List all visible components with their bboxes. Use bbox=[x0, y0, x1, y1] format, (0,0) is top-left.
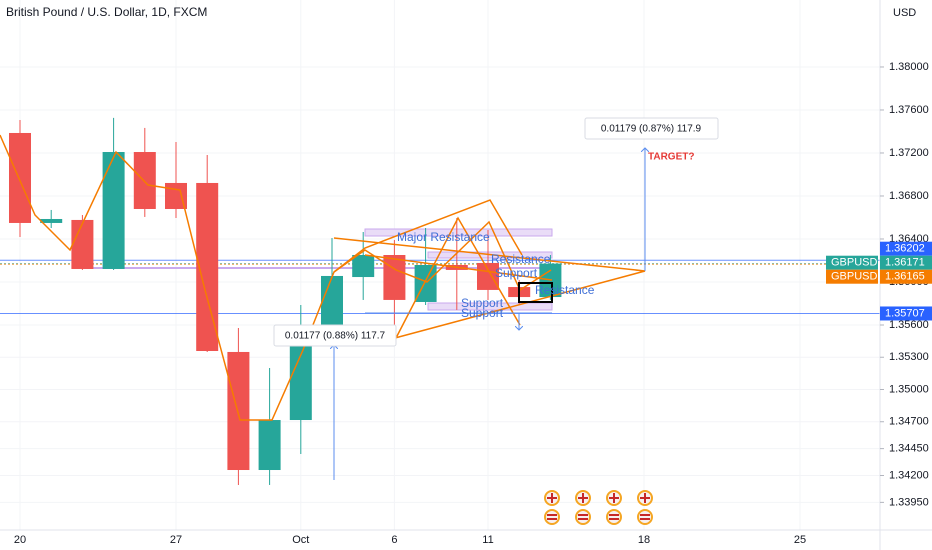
wedge-line bbox=[364, 254, 553, 281]
annotation: Resistance bbox=[535, 283, 595, 297]
y-tick-label: 1.35300 bbox=[889, 351, 929, 363]
candle-body bbox=[9, 132, 31, 223]
y-tick-label: 1.33950 bbox=[889, 496, 929, 508]
x-tick-label: Oct bbox=[292, 534, 309, 546]
zigzag bbox=[0, 134, 552, 421]
x-tick-label: 27 bbox=[170, 534, 182, 546]
x-tick-label: 11 bbox=[482, 534, 493, 546]
candle-body bbox=[102, 152, 125, 269]
us-event bbox=[575, 509, 591, 525]
price-label-box bbox=[880, 269, 932, 284]
y-tick-label: 1.36800 bbox=[889, 190, 929, 202]
y-tick-label: 1.34200 bbox=[889, 469, 929, 481]
candle-body bbox=[196, 182, 219, 352]
measure-label: 0.01179 (0.87%) 117.9 bbox=[601, 124, 702, 135]
major-resistance-zone bbox=[364, 228, 553, 237]
symbol-label-box bbox=[826, 255, 878, 270]
x-tick-label: 6 bbox=[391, 534, 397, 546]
event-icons bbox=[544, 490, 653, 525]
symbol-label-box bbox=[826, 269, 878, 284]
measure-box bbox=[584, 117, 719, 140]
candle-body bbox=[321, 275, 343, 325]
symbol-label: GBPUSD bbox=[831, 257, 878, 269]
candle-body bbox=[383, 255, 406, 300]
price-label: 1.36171 bbox=[885, 257, 925, 269]
candle-body bbox=[289, 341, 312, 421]
price-label: 1.36202 bbox=[885, 243, 925, 255]
price-label-box bbox=[880, 306, 932, 321]
annotation: Support bbox=[495, 266, 538, 280]
candle-body bbox=[227, 351, 250, 471]
wedge-upper bbox=[333, 199, 523, 273]
measure-box bbox=[273, 324, 397, 347]
price-label: 1.35707 bbox=[885, 307, 925, 319]
target-label: TARGET? bbox=[648, 152, 694, 163]
candle-body bbox=[40, 218, 63, 223]
candle-body bbox=[71, 219, 94, 269]
wedge-lower bbox=[395, 216, 521, 339]
y-tick-label: 1.35000 bbox=[889, 383, 929, 395]
x-tick-label: 20 bbox=[14, 534, 26, 546]
annotation: Support bbox=[461, 306, 504, 320]
candle-body bbox=[258, 420, 281, 471]
symbol-label: GBPUSD bbox=[831, 271, 878, 283]
candle-body bbox=[165, 182, 187, 209]
candles bbox=[9, 117, 562, 485]
candle-body bbox=[133, 152, 156, 209]
us-event bbox=[637, 509, 653, 525]
price-label-box bbox=[880, 241, 932, 256]
y-tick-label: 1.34450 bbox=[889, 443, 929, 455]
currency-label: USD bbox=[893, 7, 916, 19]
y-tick-label: 1.37200 bbox=[889, 147, 929, 159]
annotation: Resistance bbox=[491, 252, 551, 266]
x-tick-label: 18 bbox=[638, 534, 650, 546]
measure-label: 0.01177 (0.88%) 117.7 bbox=[285, 331, 386, 342]
us-event bbox=[606, 509, 622, 525]
support-zone bbox=[427, 302, 553, 311]
candle-body bbox=[477, 262, 499, 290]
annotation: Major Resistance bbox=[397, 230, 490, 244]
selection-box bbox=[518, 282, 553, 303]
y-tick-label: 1.38000 bbox=[889, 61, 929, 73]
annotation: Support bbox=[461, 296, 504, 310]
candle-body bbox=[352, 255, 375, 278]
x-tick-label: 25 bbox=[794, 534, 806, 546]
price-labels: 1.36202 1.36171 GBPUSD 1.36165 GBPUSD 1.35707 bbox=[826, 241, 932, 321]
chart-title: British Pound / U.S. Dollar, 1D, FXCM bbox=[6, 5, 207, 19]
price-label-box bbox=[880, 255, 932, 270]
y-tick-label: 1.35600 bbox=[889, 319, 929, 331]
us-event bbox=[544, 509, 560, 525]
price-label: 1.36165 bbox=[885, 271, 925, 283]
y-tick-label: 1.37600 bbox=[889, 104, 929, 116]
y-tick-label: 1.34700 bbox=[889, 416, 929, 428]
